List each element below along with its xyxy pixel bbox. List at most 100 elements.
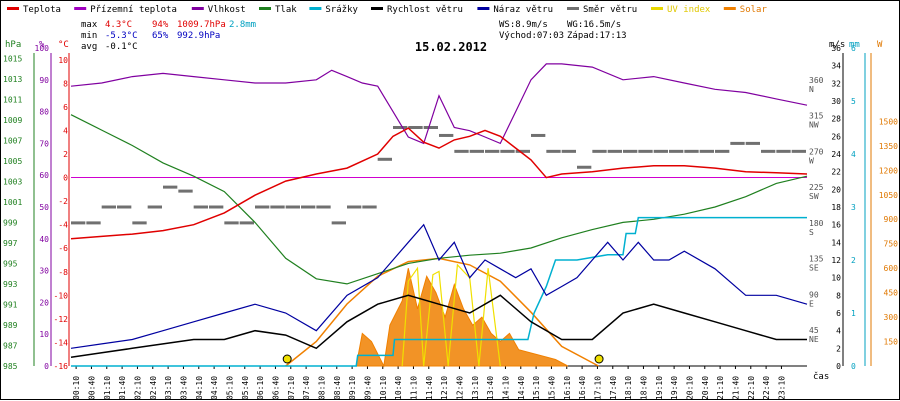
x-tick-27: 13:40 (486, 376, 495, 400)
tick-dir-11: SE (809, 264, 819, 273)
wind-dir-mark-41 (699, 149, 714, 153)
wind-dir-mark-26 (469, 149, 484, 153)
tick-dir-6: 225 (809, 183, 824, 192)
wind-dir-mark-13 (270, 205, 285, 209)
stat-ws: WS:8.9m/s (499, 20, 548, 30)
x-tick-3: 01:40 (118, 376, 127, 400)
wind-dir-mark-38 (653, 149, 668, 153)
legend-label-6: Náraz větru (493, 5, 553, 15)
tick-temp-0: 10 (58, 56, 68, 65)
tick-dir-0: 360 (809, 76, 824, 85)
tick-temp-2: 6 (63, 103, 68, 112)
tick-mm-6: 0 (851, 362, 856, 371)
tick-dir-3: NW (809, 121, 819, 130)
tick-hpa-13: 989 (3, 321, 18, 330)
wind-dir-mark-33 (577, 165, 592, 169)
stat-min-hum: 65% (152, 31, 169, 41)
legend-swatch-5 (371, 7, 383, 10)
wind-dir-mark-3 (117, 205, 132, 209)
x-tick-8: 04:10 (195, 376, 204, 400)
x-tick-12: 06:10 (256, 376, 265, 400)
tick-dir-2: 315 (809, 112, 824, 121)
tick-mm-0: 6 (851, 44, 856, 53)
series-wind-gust (70, 223, 808, 349)
tick-hpa-2: 1011 (3, 95, 22, 104)
wind-dir-mark-7 (178, 189, 193, 193)
stat-min-temp: -5.3°C (105, 31, 138, 41)
wind-dir-mark-39 (669, 149, 684, 153)
legend-swatch-1 (74, 7, 87, 10)
wind-dir-mark-2 (101, 205, 116, 209)
tick-temp-6: -2 (58, 197, 68, 206)
tick-dir-8: 180 (809, 219, 824, 228)
tick-ms-17: 2 (836, 344, 841, 353)
wind-dir-mark-43 (730, 141, 745, 145)
tick-ms-11: 14 (831, 238, 841, 247)
x-tick-44: 22:10 (747, 376, 756, 400)
legend-label-8: UV index (667, 5, 711, 15)
wind-dir-mark-22 (408, 126, 423, 129)
series-temperature (70, 127, 808, 240)
x-tick-30: 15:10 (532, 376, 541, 400)
tick-temp-1: 8 (63, 79, 68, 88)
x-tick-41: 20:40 (701, 376, 710, 400)
axis-unit-hpa: hPa (5, 40, 21, 50)
x-tick-17: 08:40 (333, 376, 342, 400)
legend-swatch-4 (309, 7, 322, 10)
series-uv-index (401, 263, 501, 367)
tick-ms-8: 20 (831, 185, 841, 194)
x-tick-25: 12:40 (455, 376, 464, 400)
tick-mm-3: 3 (851, 203, 856, 212)
x-tick-15: 07:40 (302, 376, 311, 400)
legend-label-4: Srážky (325, 5, 358, 15)
x-tick-19: 09:40 (363, 376, 372, 400)
tick-ms-12: 12 (831, 256, 841, 265)
legend-label-1: Přízemní teplota (90, 5, 177, 15)
tick-ms-10: 16 (831, 221, 841, 230)
tick-hpa-0: 1015 (3, 54, 22, 63)
x-tick-2: 01:10 (103, 376, 112, 400)
legend-label-0: Teplota (23, 5, 61, 15)
wind-dir-mark-14 (285, 205, 300, 209)
x-tick-34: 17:10 (593, 376, 602, 400)
tick-w-4: 900 (884, 215, 899, 224)
x-tick-24: 12:10 (440, 376, 449, 400)
chart-title: 15.02.2012 (415, 40, 487, 54)
series-rain (71, 216, 807, 367)
tick-dir-10: 135 (809, 255, 824, 264)
x-tick-4: 02:10 (133, 376, 142, 400)
wind-dir-mark-29 (515, 149, 530, 153)
tick-pct-6: 40 (39, 235, 49, 244)
x-tick-36: 18:10 (624, 376, 633, 400)
x-tick-46: 23:10 (777, 376, 786, 400)
stat-min-press: 992.9hPa (177, 31, 220, 41)
x-tick-10: 05:10 (225, 376, 234, 400)
sunset-marker (594, 354, 604, 364)
series-pressure (70, 114, 808, 285)
tick-pct-1: 90 (39, 76, 49, 85)
tick-hpa-7: 1001 (3, 198, 22, 207)
x-tick-26: 13:10 (471, 376, 480, 400)
legend-label-2: Vlhkost (208, 5, 246, 15)
wind-dir-mark-40 (684, 149, 699, 153)
tick-hpa-11: 993 (3, 280, 18, 289)
tick-w-1: 1350 (879, 142, 898, 151)
wind-dir-mark-31 (546, 149, 561, 153)
legend-label-9: Solar (740, 5, 768, 15)
tick-temp-12: -14 (54, 338, 69, 347)
tick-temp-10: -10 (54, 291, 69, 300)
tick-mm-5: 1 (851, 309, 856, 318)
stat-avg-label: avg (81, 42, 97, 52)
stat-max-press: 1009.7hPa (177, 20, 226, 30)
x-tick-13: 06:40 (271, 376, 280, 400)
tick-ms-6: 24 (831, 150, 841, 159)
x-tick-5: 02:40 (149, 376, 158, 400)
tick-ms-3: 30 (831, 97, 841, 106)
wind-dir-mark-25 (454, 149, 469, 153)
x-tick-22: 11:10 (409, 376, 418, 400)
tick-temp-3: 4 (63, 126, 68, 135)
tick-ms-14: 8 (836, 291, 841, 300)
tick-pct-0: 100 (35, 44, 50, 53)
tick-hpa-3: 1009 (3, 116, 22, 125)
